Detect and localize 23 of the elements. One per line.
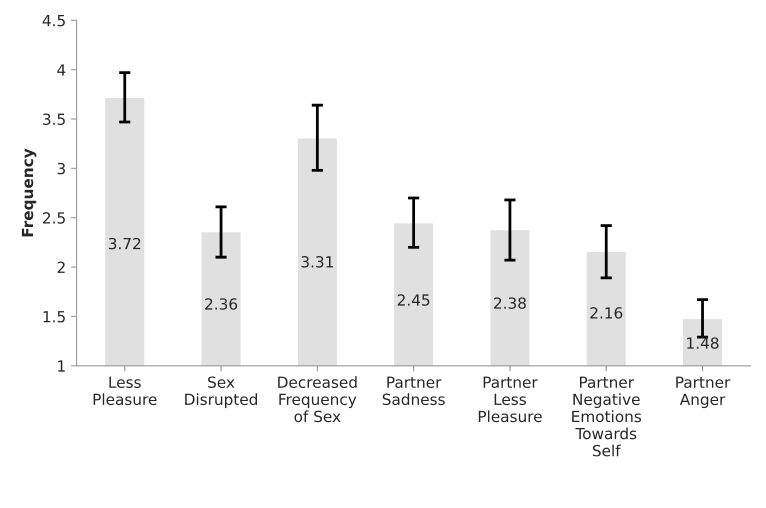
data-label: 2.38 [494,297,526,309]
x-tick-label: Less Pleasure [94,376,157,406]
data-label: 2.36 [205,298,238,310]
x-tick-label: Partner Sadness [382,376,445,406]
data-label: 2.45 [398,294,430,306]
data-label: 3.72 [108,238,140,250]
y-tick-label: 2 [58,262,65,273]
x-tick-label: Partner Anger [676,376,730,408]
x-tick-label: Partner Negative Emotions Towards Self [572,376,642,456]
y-tick-label: 4 [57,64,66,76]
x-tick-label: Partner Less Pleasure [478,376,542,422]
y-tick-label: 4.5 [42,14,65,26]
x-tick-label: Decreased Frequency of Sex [278,376,357,422]
y-axis-title: Frequency [22,148,36,236]
y-tick-label: 2.5 [43,212,65,224]
y-tick-label: 3.5 [43,113,65,126]
y-tick-label: 1.5 [44,311,65,322]
data-label: 1.48 [687,337,718,349]
x-tick-label: Sex Disrupted [185,376,258,408]
data-label: 2.16 [590,307,622,319]
y-tick-label: 1 [58,360,65,372]
data-label: 3.31 [302,256,333,268]
y-tick-label: 3 [58,162,65,174]
